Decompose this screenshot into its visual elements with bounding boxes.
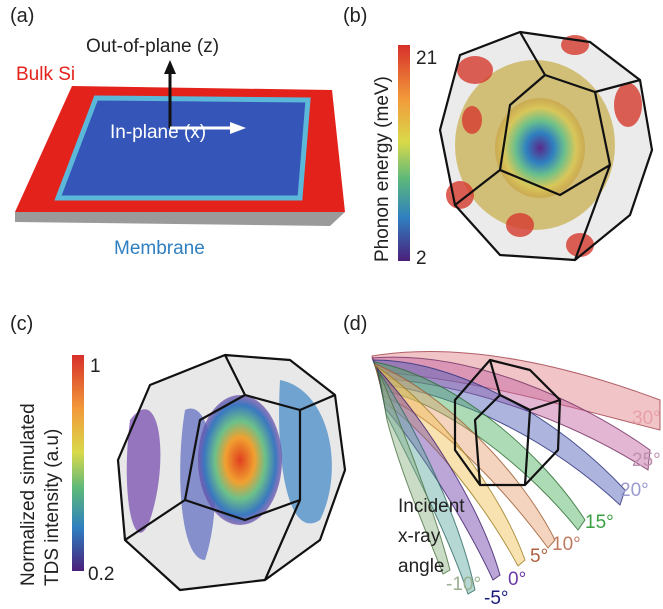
- panel-label: (a): [10, 5, 34, 27]
- angle-label: 5°: [530, 546, 548, 567]
- angle-label: 0°: [508, 569, 526, 590]
- isosurface-core: [198, 395, 282, 525]
- z-arrow-head: [164, 60, 176, 74]
- panel-b: (b) 21 2 Phonon energy (meV): [343, 5, 654, 269]
- colorbar-title: Phonon energy (meV): [372, 76, 393, 262]
- z-axis-label: Out-of-plane (z): [86, 36, 219, 57]
- polyhedron-edges: [438, 30, 654, 262]
- membrane-surface: [54, 95, 311, 201]
- colorbar-max: 1: [90, 356, 101, 377]
- legend-title: Incident: [398, 496, 465, 517]
- angle-label: -5°: [484, 588, 509, 609]
- panel-c: (c) 1 0.2 Normalized simulated TDS inten…: [10, 313, 347, 592]
- x-arrow-head: [230, 122, 246, 134]
- angle-label: 15°: [585, 512, 614, 533]
- isosurface: [126, 409, 161, 533]
- diffraction-sheets: [371, 351, 661, 595]
- slab-side: [15, 212, 345, 226]
- colorbar: [398, 45, 410, 261]
- legend-title: angle: [398, 556, 445, 577]
- colorbar-min: 0.2: [88, 564, 114, 585]
- polyhedron-edges: [116, 353, 347, 592]
- colorbar-min: 2: [416, 248, 427, 269]
- angle-label: 20°: [620, 480, 649, 501]
- colorbar-title: Normalized simulated: [18, 403, 39, 586]
- isosurface-core: [495, 98, 585, 198]
- polyhedron-edges: [453, 358, 562, 487]
- angle-label: -10°: [446, 574, 481, 595]
- membrane-label: Membrane: [114, 238, 205, 259]
- colorbar-max: 21: [416, 48, 437, 69]
- colorbar: [72, 355, 84, 571]
- legend-title: x-ray: [398, 526, 441, 547]
- angle-label: 10°: [552, 534, 581, 555]
- x-axis-label: In-plane (x): [110, 122, 206, 143]
- panel-label: (d): [343, 313, 367, 335]
- panel-label: (c): [10, 313, 33, 335]
- panel-label: (b): [343, 5, 367, 27]
- colorbar-title: TDS intensity (a.u): [42, 429, 63, 586]
- angle-label: 25°: [632, 450, 661, 471]
- isosurface: [279, 380, 332, 524]
- angle-label: 30°: [632, 408, 661, 429]
- panel-d: (d) 30° 25° 20° 15° 10° 5° 0° -5° -10° I…: [343, 313, 661, 609]
- panel-a: (a) Out-of-plane (z) In-plane (x) Bulk S…: [10, 5, 345, 259]
- bulk-label: Bulk Si: [16, 64, 75, 85]
